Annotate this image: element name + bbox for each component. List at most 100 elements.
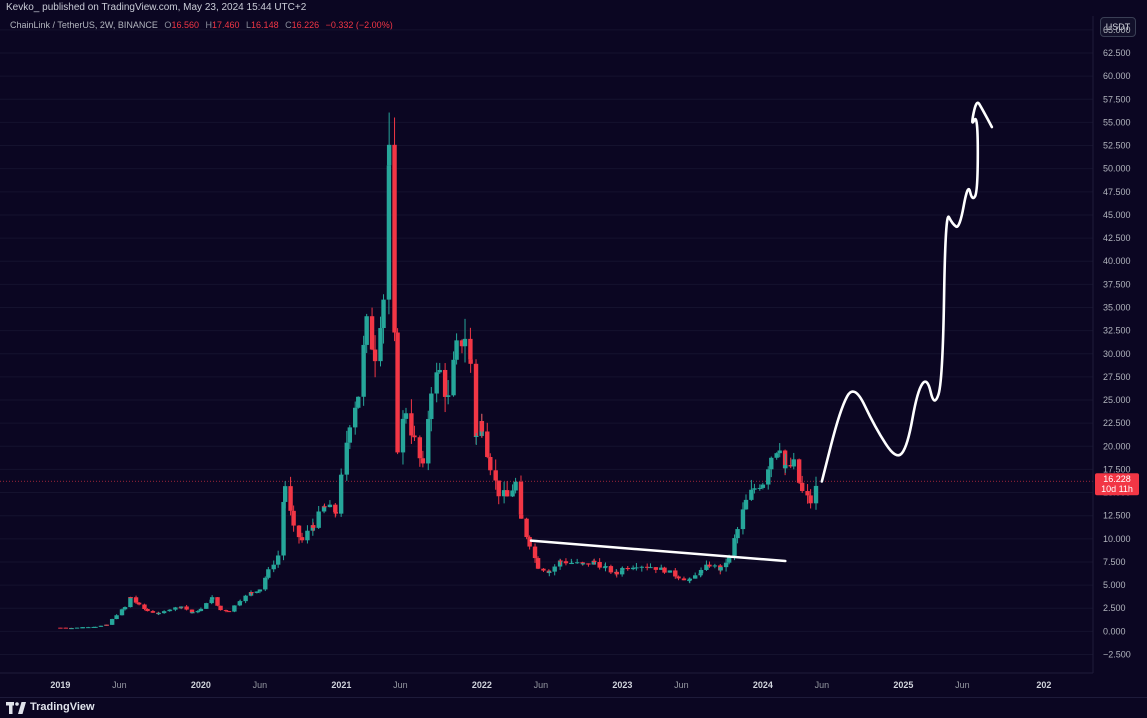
candle-body	[167, 609, 173, 611]
candle-body	[597, 561, 602, 568]
trendline-drawing	[529, 539, 787, 563]
price-axis: 65.000 62.500 60.000 57.500 55.000 52.500 50.0…	[1092, 16, 1131, 673]
candle-body	[257, 589, 263, 592]
y-tick-label: 5.000	[1103, 580, 1126, 590]
candle-body	[353, 407, 358, 428]
candle-body	[586, 563, 591, 565]
candle-body	[732, 538, 737, 556]
price-tag-box	[1095, 473, 1139, 496]
candle-body	[681, 578, 687, 581]
candle-body	[226, 611, 232, 613]
price-tag-value: 16.228	[1103, 474, 1131, 484]
candle-body	[86, 627, 91, 629]
candle-body	[344, 442, 349, 475]
x-tick-label: 2020	[191, 680, 211, 690]
candle-body	[510, 490, 515, 497]
candle-body	[630, 567, 636, 570]
candle-body	[128, 597, 133, 599]
candle-body	[184, 606, 189, 610]
publisher-text: Kevko_ published on TradingView.com, May…	[6, 2, 307, 13]
candle-body	[726, 555, 732, 563]
candle-body	[743, 499, 749, 510]
y-tick-label: 0.000	[1103, 626, 1126, 636]
candle-body	[445, 395, 451, 397]
candle-body	[558, 560, 563, 562]
candle-body	[796, 459, 802, 483]
price-chart[interactable]: 65.000 62.500 60.000 57.500 55.000 52.500 50.0…	[0, 0, 1147, 697]
candle-body	[429, 393, 434, 420]
y-tick-label: 2.500	[1103, 603, 1126, 613]
candle-body	[752, 488, 757, 490]
x-tick-label: 2024	[753, 680, 773, 690]
candle-body	[777, 450, 782, 454]
y-tick-label: 22.500	[1103, 418, 1131, 428]
candle-body	[378, 328, 383, 362]
candle-body	[237, 601, 242, 606]
y-tick-label: 62.500	[1103, 48, 1131, 58]
candle-body	[364, 316, 369, 345]
candle-body	[271, 564, 276, 570]
candle-body	[473, 363, 479, 438]
candle-body	[608, 566, 614, 573]
candle-body	[468, 338, 473, 360]
y-tick-label: 37.500	[1103, 279, 1131, 289]
y-tick-label: 7.500	[1103, 557, 1126, 567]
candle-body	[504, 490, 510, 497]
candle-body	[420, 458, 426, 464]
candle-body	[409, 413, 414, 436]
candle-body	[639, 566, 645, 568]
candle-body	[760, 484, 766, 488]
candle-body	[485, 431, 490, 457]
candle-body	[569, 562, 574, 564]
candle-body	[122, 607, 128, 610]
candle-body	[232, 605, 237, 612]
candle-body	[653, 567, 659, 570]
candle-body	[209, 597, 215, 600]
candle-body	[454, 340, 459, 360]
y-tick-label: 45.000	[1103, 210, 1131, 220]
candle-body	[687, 578, 692, 581]
chart-grid	[0, 29, 1093, 655]
y-tick-label: 47.500	[1103, 187, 1131, 197]
candle-body	[74, 627, 80, 629]
y-tick-label: 50.000	[1103, 164, 1131, 174]
candle-body	[400, 418, 406, 453]
candle-body	[532, 546, 538, 559]
candle-body	[468, 359, 473, 364]
symbol-name[interactable]: ChainLink / TetherUS, 2W, BINANCE	[10, 20, 158, 30]
candle-body	[488, 456, 493, 471]
candle-body	[757, 487, 763, 489]
candle-body	[254, 591, 260, 593]
candle-body	[723, 562, 729, 568]
x-tick-label: 2022	[472, 680, 492, 690]
candle-body	[766, 469, 771, 485]
y-tick-label: 57.500	[1103, 94, 1131, 104]
candle-body	[63, 627, 68, 629]
x-tick-label: Jun	[393, 680, 408, 690]
candle-body	[128, 597, 133, 608]
candle-body	[381, 299, 386, 329]
candle-body	[592, 560, 597, 562]
candle-body	[305, 530, 310, 541]
candle-body	[109, 619, 115, 625]
candle-body	[263, 577, 268, 590]
currency-button[interactable]: USDT	[1100, 17, 1136, 37]
candle-body	[648, 567, 653, 569]
open-value: 16.560	[171, 20, 199, 30]
candle-body	[434, 372, 439, 394]
footer-bar: TradingView	[0, 697, 1147, 718]
candle-body	[707, 564, 712, 567]
candle-body	[395, 332, 400, 453]
y-tick-label: 25.000	[1103, 395, 1131, 405]
candle-body	[275, 555, 281, 565]
x-tick-label: Jun	[534, 680, 549, 690]
close-label: C	[285, 20, 292, 30]
candle-body	[69, 628, 74, 630]
candle-body	[142, 604, 147, 610]
y-tick-label: 35.000	[1103, 302, 1131, 312]
candle-body	[541, 568, 546, 571]
y-tick-label: −2.500	[1103, 649, 1131, 659]
candle-body	[80, 627, 86, 629]
candle-body	[403, 413, 409, 419]
